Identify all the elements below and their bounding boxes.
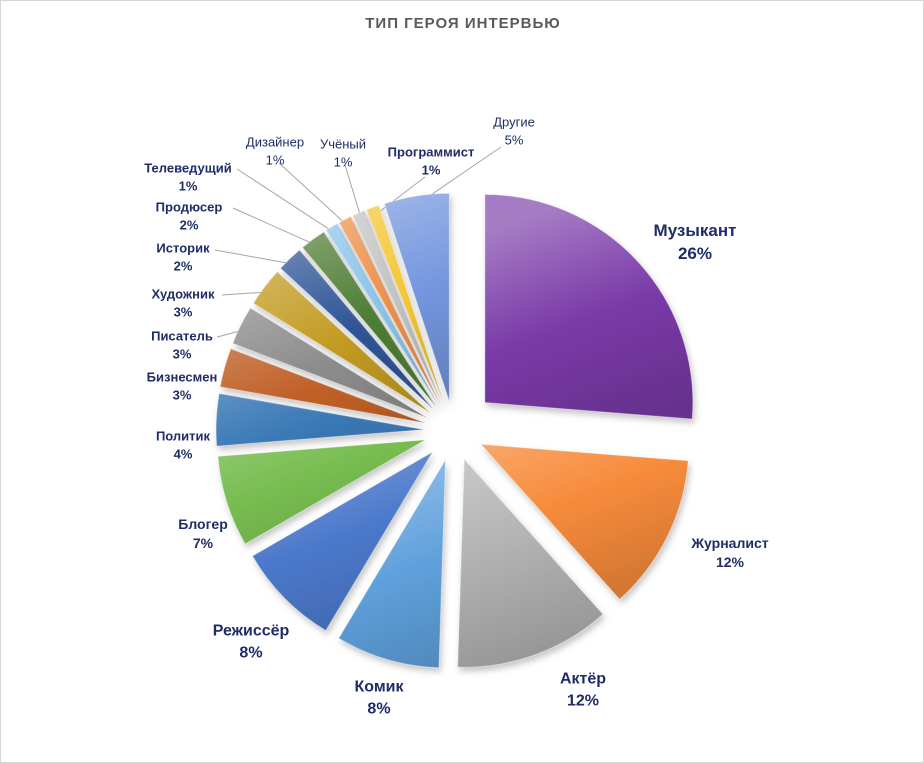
slice-label-percent: 2% — [179, 217, 199, 232]
slice-label-name: Режиссёр — [212, 622, 290, 640]
leader-line — [344, 164, 363, 221]
pie-slice — [251, 450, 435, 632]
pie-slice — [351, 209, 443, 404]
slice-label-percent: 8% — [239, 644, 263, 661]
slice-label-name: Другие — [493, 114, 535, 130]
slice-label-name: Историк — [156, 240, 210, 256]
slice-label: Музыкант 26% — [654, 220, 737, 266]
slice-label-percent: 12% — [715, 554, 745, 570]
pie-slice — [279, 249, 434, 410]
slice-label: Историк 2% — [156, 239, 209, 274]
slice-label-name: Программист — [387, 144, 475, 160]
slice-label: Политик 4% — [156, 427, 210, 462]
slice-label-name: Актёр — [559, 670, 607, 688]
slice-label-percent: 1% — [333, 154, 353, 169]
slice-label-percent: 8% — [367, 700, 391, 717]
slice-label-name: Журналист — [691, 535, 769, 552]
pie-slice — [325, 222, 440, 406]
slice-label: Актёр 12% — [560, 668, 606, 711]
pie-slice — [338, 215, 441, 405]
leader-line — [374, 176, 426, 216]
pie-slice — [217, 439, 426, 545]
slice-label-name: Телеведущий — [144, 160, 232, 176]
pie-slice — [301, 231, 437, 408]
slice-label-percent: 3% — [173, 304, 193, 319]
slice-label-name: Дизайнер — [245, 134, 305, 150]
slice-label-percent: 3% — [172, 387, 192, 402]
slice-label-name: Художник — [151, 286, 215, 302]
slice-label: Писатель 3% — [151, 327, 213, 362]
slice-label-percent: 4% — [173, 446, 193, 461]
leader-line — [236, 168, 337, 235]
pie-slice — [215, 392, 425, 447]
pie-slice — [479, 443, 689, 601]
pie-slice — [338, 457, 447, 669]
slice-label-percent: 2% — [173, 258, 193, 273]
pie-slice — [484, 193, 694, 420]
slice-label: Блогер 7% — [178, 515, 228, 553]
pie-slice — [252, 270, 431, 414]
slice-label-percent: 1% — [421, 162, 441, 177]
slice-label-name: Продюсер — [155, 199, 223, 215]
chart-title: ТИП ГЕРОЯ ИНТЕРВЬЮ — [365, 15, 561, 32]
slice-label-name: Учёный — [319, 136, 367, 152]
slice-label-percent: 12% — [566, 692, 600, 709]
slice-label-percent: 1% — [178, 178, 198, 193]
slice-label: Журналист 12% — [691, 534, 768, 572]
pie-slice — [365, 204, 445, 403]
slice-label-name: Писатель — [151, 328, 213, 344]
slice-label: Режиссёр 8% — [213, 620, 290, 663]
slice-label-name: Бизнесмен — [146, 369, 218, 385]
slice-label-percent: 3% — [172, 346, 192, 361]
pie-slice — [219, 348, 426, 424]
slice-label-name: Комик — [354, 678, 404, 696]
slice-label: Программист 1% — [388, 143, 475, 178]
slice-label: Телеведущий 1% — [144, 159, 231, 194]
slice-label-percent: 26% — [677, 244, 713, 263]
pie-slice — [457, 457, 604, 668]
slice-label-name: Музыкант — [653, 221, 737, 241]
leader-line — [278, 162, 349, 227]
pie-slice — [383, 192, 450, 402]
slice-label: Бизнесмен 3% — [147, 368, 218, 403]
slice-label: Другие 5% — [493, 113, 535, 148]
slice-label: Художник 3% — [152, 285, 215, 320]
slice-label: Дизайнер 1% — [246, 133, 304, 168]
slice-label-name: Блогер — [178, 516, 228, 533]
slice-label: Продюсер 2% — [156, 198, 223, 233]
slice-label-percent: 1% — [265, 152, 285, 167]
slice-label-percent: 7% — [192, 535, 214, 551]
slice-label: Учёный 1% — [320, 135, 366, 170]
pie-slice — [232, 307, 428, 419]
slice-label-name: Политик — [155, 428, 211, 444]
leader-line — [214, 249, 296, 265]
slice-label-percent: 5% — [504, 132, 524, 147]
slice-label: Комик 8% — [354, 676, 403, 719]
leader-line — [232, 207, 318, 247]
